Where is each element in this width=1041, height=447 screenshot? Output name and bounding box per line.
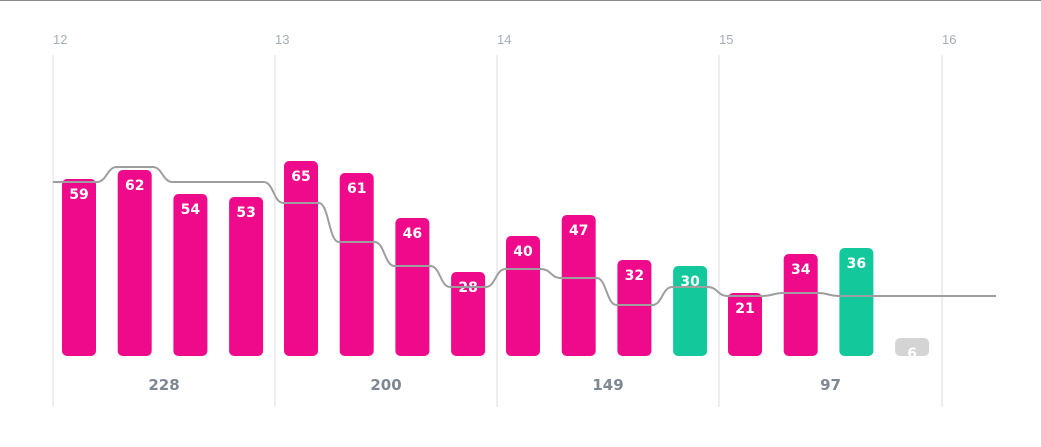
bar	[451, 272, 486, 356]
bar	[229, 197, 264, 356]
bar-value-label: 62	[125, 178, 144, 194]
group-total: 97	[820, 376, 841, 394]
top-rule	[0, 0, 1041, 1]
bar-value-label: 46	[403, 226, 422, 242]
bar	[839, 248, 874, 356]
bar-value-label: 61	[347, 181, 366, 197]
period-label: 12	[53, 32, 67, 47]
bar	[783, 254, 818, 356]
period-labels: 12 13 14 15 16	[53, 32, 956, 47]
group-total: 200	[370, 376, 401, 394]
trend-line	[53, 166, 996, 306]
bar	[895, 338, 930, 356]
bar-value-label: 53	[236, 205, 255, 221]
bar-value-label: 65	[291, 169, 310, 185]
bar	[617, 260, 652, 356]
bar	[728, 293, 762, 356]
group-totals: 228 200 149 97	[148, 376, 841, 394]
bar	[673, 266, 708, 356]
bar	[62, 179, 96, 356]
period-label: 14	[497, 32, 511, 47]
bar-value-label: 34	[791, 262, 811, 278]
bar-value-label: 54	[181, 202, 201, 218]
bar	[506, 236, 540, 356]
bar-value-label: 47	[569, 223, 588, 239]
bar-value-label: 36	[847, 256, 866, 272]
bar	[561, 215, 596, 356]
bar	[284, 161, 318, 356]
bar	[339, 173, 374, 356]
bar-value-label: 59	[69, 187, 88, 203]
group-total: 228	[148, 376, 179, 394]
group-total: 149	[592, 376, 623, 394]
bar-value-label: 21	[735, 301, 754, 317]
period-label: 16	[942, 32, 956, 47]
bar	[395, 218, 430, 356]
period-label: 15	[719, 32, 733, 47]
bar-value-label: 6	[907, 346, 917, 362]
bar-value-label: 40	[513, 244, 533, 260]
gridlines	[52, 55, 943, 407]
bar-value-label: 32	[625, 268, 644, 284]
bar	[173, 194, 208, 356]
period-label: 13	[275, 32, 289, 47]
bar	[117, 170, 152, 356]
